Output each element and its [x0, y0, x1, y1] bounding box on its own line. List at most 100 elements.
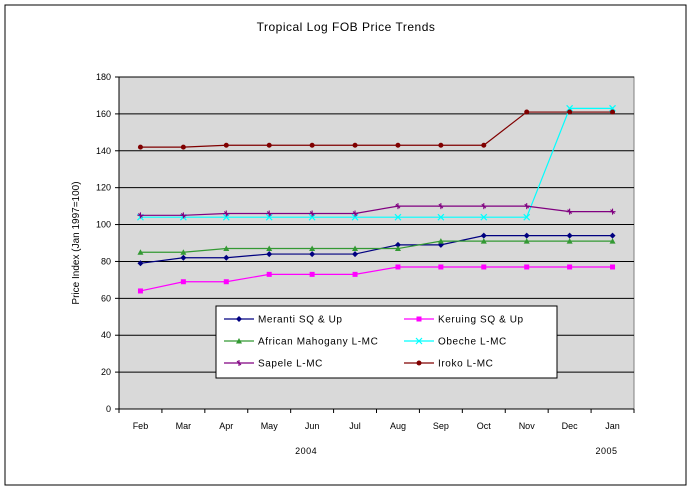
legend-item-keruing-sq-up: Keruing SQ & Up	[404, 315, 524, 326]
y-tick-label-80: 80	[101, 256, 111, 266]
series-meranti-sq-up	[137, 232, 616, 267]
data-point-iroko-l-mc-jun	[309, 142, 315, 148]
series-sapele-l-mc	[137, 203, 616, 219]
series-line-obeche-l-mc	[140, 107, 613, 218]
data-point-obeche-l-mc-nov	[523, 213, 531, 221]
legend-box	[215, 305, 558, 379]
data-point-meranti-sq-up-jul	[352, 251, 359, 258]
data-point-keruing-sq-up-jan	[610, 264, 616, 270]
data-point-obeche-l-mc-dec	[566, 104, 574, 112]
data-point-keruing-sq-up-jun	[309, 271, 315, 277]
y-tick-label-60: 60	[101, 293, 111, 303]
data-point-african-mahogany-l-mc-may	[266, 245, 273, 252]
data-point-african-mahogany-l-mc-apr	[223, 245, 230, 252]
y-tick-label-140: 140	[96, 146, 111, 156]
year-label-2005: 2005	[596, 446, 618, 456]
data-point-keruing-sq-up-feb	[137, 288, 143, 294]
data-point-keruing-sq-up-may	[266, 271, 272, 277]
data-point-iroko-l-mc-jul	[352, 142, 358, 148]
data-point-african-mahogany-l-mc-dec	[566, 238, 573, 244]
data-point-meranti-sq-up-mar	[180, 254, 187, 261]
data-point-iroko-l-mc-oct	[481, 142, 487, 148]
data-point-iroko-l-mc-sep	[438, 142, 444, 148]
legend-item-meranti-sq-up: Meranti SQ & Up	[224, 315, 343, 326]
x-tick-label-aug: Aug	[390, 421, 406, 431]
axes: 0 20 40 60 80 100 120 140 160 180 Feb Mar Apr May Jun J…	[96, 72, 635, 456]
x-tick-label-sep: Sep	[433, 421, 449, 431]
data-point-sapele-l-mc-sep	[437, 203, 444, 210]
data-point-keruing-sq-up-nov	[524, 264, 530, 270]
data-point-sapele-l-mc-dec	[566, 208, 573, 215]
data-point-meranti-sq-up-may	[266, 251, 273, 258]
data-point-iroko-l-mc-aug	[395, 142, 401, 148]
year-label-2004: 2004	[295, 446, 317, 456]
legend-label-iroko-l-mc: Iroko L-MC	[438, 359, 493, 370]
data-point-sapele-l-mc-nov	[523, 203, 530, 210]
data-point-iroko-l-mc-dec	[567, 109, 573, 115]
data-point-african-mahogany-l-mc-jan	[609, 238, 616, 244]
data-point-african-mahogany-l-mc-oct	[480, 238, 487, 244]
y-tick-label-0: 0	[106, 404, 111, 414]
data-point-keruing-sq-up-sep	[438, 264, 444, 270]
legend-marker-obeche-l-mc	[415, 337, 423, 345]
series-line-iroko-l-mc	[140, 111, 613, 148]
x-tick-label-apr: Apr	[219, 421, 233, 431]
data-point-iroko-l-mc-may	[266, 142, 272, 148]
data-point-keruing-sq-up-apr	[223, 279, 229, 285]
legend-marker-keruing-sq-up	[416, 316, 422, 322]
series-iroko-l-mc	[137, 109, 616, 150]
data-point-meranti-sq-up-jun	[309, 251, 316, 258]
legend-label-meranti-sq-up: Meranti SQ & Up	[258, 315, 343, 326]
y-tick-label-120: 120	[96, 183, 111, 193]
legend-label-keruing-sq-up: Keruing SQ & Up	[438, 315, 524, 326]
data-point-african-mahogany-l-mc-sep	[437, 238, 444, 244]
x-tick-label-dec: Dec	[562, 421, 579, 431]
series-obeche-l-mc	[137, 104, 616, 221]
data-point-iroko-l-mc-feb	[137, 144, 143, 150]
data-point-meranti-sq-up-aug	[394, 241, 401, 248]
data-point-keruing-sq-up-jul	[352, 271, 358, 277]
y-tick-label-160: 160	[96, 109, 111, 119]
y-axis-title: Price Index (Jan 1997=100)	[71, 181, 82, 304]
data-point-african-mahogany-l-mc-nov	[523, 238, 530, 244]
legend-item-african-mahogany-l-mc: African Mahogany L-MC	[224, 337, 378, 348]
series-keruing-sq-up	[137, 264, 616, 294]
legend-marker-iroko-l-mc	[416, 360, 422, 366]
y-tick-label-100: 100	[96, 220, 111, 230]
data-point-african-mahogany-l-mc-jul	[352, 245, 359, 252]
data-point-iroko-l-mc-mar	[180, 144, 186, 150]
data-point-keruing-sq-up-mar	[180, 279, 186, 285]
data-point-sapele-l-mc-aug	[394, 203, 401, 210]
x-tick-label-jan: Jan	[605, 421, 620, 431]
data-point-sapele-l-mc-jul	[352, 210, 359, 217]
y-tick-label-40: 40	[101, 330, 111, 340]
legend-item-obeche-l-mc: Obeche L-MC	[404, 337, 506, 348]
data-point-keruing-sq-up-dec	[567, 264, 573, 270]
x-tick-label-nov: Nov	[519, 421, 536, 431]
data-point-obeche-l-mc-jan	[609, 104, 616, 112]
series-group	[137, 104, 616, 294]
series-line-sapele-l-mc	[140, 205, 613, 216]
data-point-sapele-l-mc-may	[266, 210, 273, 217]
data-point-meranti-sq-up-jan	[609, 232, 616, 239]
data-point-meranti-sq-up-dec	[566, 232, 573, 239]
legend-marker-sapele-l-mc	[236, 360, 242, 366]
x-tick-label-may: May	[261, 421, 279, 431]
data-point-keruing-sq-up-aug	[395, 264, 401, 270]
data-point-obeche-l-mc-aug	[394, 213, 402, 221]
data-point-obeche-l-mc-sep	[437, 213, 445, 221]
data-point-sapele-l-mc-jan	[609, 208, 616, 215]
legend-label-african-mahogany-l-mc: African Mahogany L-MC	[258, 337, 378, 348]
legend-marker-african-mahogany-l-mc	[236, 338, 242, 344]
legend-label-sapele-l-mc: Sapele L-MC	[258, 359, 323, 370]
data-point-sapele-l-mc-oct	[480, 203, 487, 210]
data-point-meranti-sq-up-apr	[223, 254, 230, 261]
data-point-meranti-sq-up-oct	[480, 232, 487, 239]
data-point-iroko-l-mc-nov	[524, 109, 530, 115]
legend-marker-meranti-sq-up	[236, 316, 242, 322]
data-point-sapele-l-mc-jun	[309, 210, 316, 217]
legend-item-sapele-l-mc: Sapele L-MC	[224, 359, 323, 370]
data-point-obeche-l-mc-oct	[480, 213, 488, 221]
